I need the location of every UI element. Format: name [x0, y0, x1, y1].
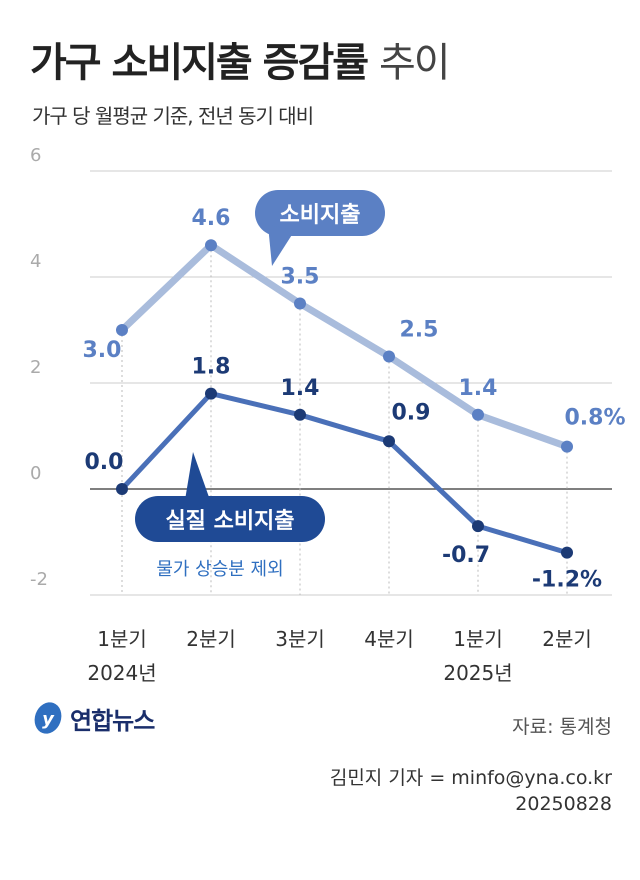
callout-bubble — [255, 190, 385, 236]
data-label: -0.7 — [442, 543, 490, 568]
callout-pointer — [185, 452, 210, 500]
series-name: 실질 소비지출 — [165, 509, 294, 534]
data-point — [383, 350, 395, 363]
data-point — [383, 435, 395, 448]
data-label: 1.8 — [192, 355, 231, 380]
data-label: 4.6 — [192, 206, 231, 231]
data-point — [294, 408, 306, 421]
data-label: 3.5 — [281, 265, 320, 290]
data-label: -1.2% — [532, 568, 602, 593]
series-name: 소비지출 — [280, 203, 361, 228]
data-point — [294, 297, 306, 310]
data-point — [205, 387, 217, 400]
source: 자료: 통계청 — [512, 716, 612, 738]
x-tick-label: 2분기 — [542, 627, 592, 651]
data-label: 0.9 — [392, 400, 431, 425]
logo-text: 연합뉴스 — [70, 706, 155, 735]
y-tick-label: 4 — [30, 251, 41, 272]
x-tick-label: 4분기 — [364, 627, 414, 651]
series-note: 물가 상승분 제외 — [156, 559, 283, 580]
data-point — [116, 324, 128, 336]
x-tick-label: 2분기 — [186, 627, 236, 651]
title-light: 추이 — [379, 40, 451, 86]
data-label: 0.0 — [85, 450, 124, 475]
y-tick-label: -2 — [30, 569, 48, 590]
data-point — [561, 440, 573, 453]
data-point — [472, 520, 484, 533]
date: 20250828 — [515, 793, 612, 815]
data-label: 0.8% — [564, 406, 625, 431]
data-label: 2.5 — [400, 318, 439, 343]
data-point — [205, 239, 217, 252]
byline: 김민지 기자 = minfo@yna.co.kr — [329, 767, 612, 789]
x-tick-label: 3분기 — [275, 627, 325, 651]
chart-title: 가구 소비지출 증감률 추이 — [30, 30, 451, 88]
y-tick-label: 2 — [30, 357, 41, 378]
logo: y 연합뉴스 — [32, 700, 155, 736]
series-line — [119, 241, 569, 450]
credit: 김민지 기자 = minfo@yna.co.kr 20250828 — [330, 765, 612, 817]
title-bold: 가구 소비지출 증감률 — [30, 40, 369, 86]
x-tick-label: 1분기 — [97, 627, 147, 651]
year-label: 2025년 — [443, 661, 512, 685]
svg-text:y: y — [42, 709, 55, 730]
data-label: 1.4 — [459, 376, 498, 401]
chart-subtitle: 가구 당 월평균 기준, 전년 동기 대비 — [32, 104, 314, 128]
data-point — [472, 408, 484, 421]
year-label: 2024년 — [87, 661, 156, 685]
yonhap-logo-icon: y — [34, 702, 62, 734]
series-line — [120, 391, 568, 555]
y-tick-label: 0 — [30, 463, 41, 484]
data-point — [116, 483, 128, 495]
series-label-consumption: 소비지출 — [255, 190, 385, 266]
data-point — [561, 546, 573, 559]
y-tick-label: 6 — [30, 145, 41, 166]
x-tick-label: 1분기 — [453, 627, 503, 651]
data-label: 3.0 — [83, 338, 122, 363]
callout-bubble — [135, 496, 325, 542]
callout-pointer — [268, 225, 295, 266]
data-label: 1.4 — [281, 376, 320, 401]
